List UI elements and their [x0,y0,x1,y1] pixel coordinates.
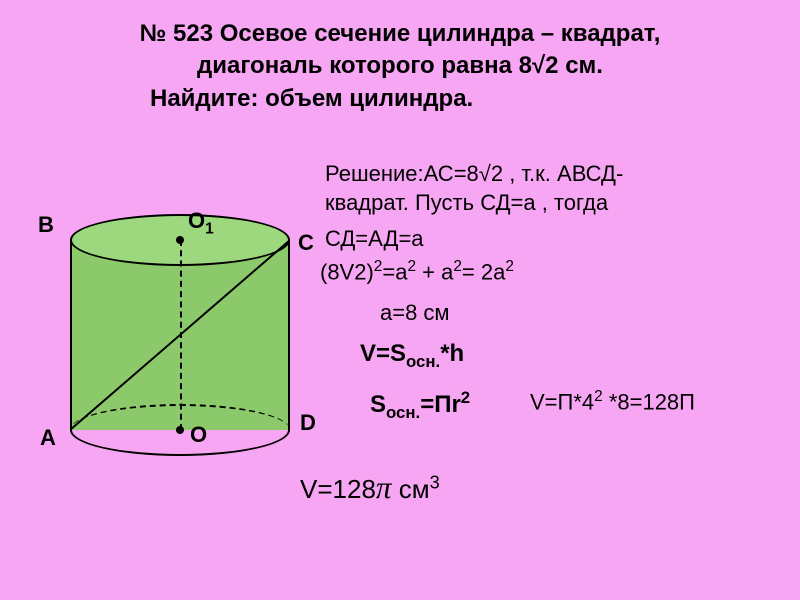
s3-end: = 2а [462,259,505,284]
s8-exp: 3 [430,472,440,492]
diagonal-line [70,240,290,430]
s3-pre: (8V2) [320,259,374,284]
s3-e4: 2 [505,258,514,275]
s5-end: *h [440,340,464,367]
sol-s1b: квадрат. Пусть СД=а , тогда [325,189,780,218]
label-d: D [300,410,316,436]
s5-pre: V=S [360,340,406,367]
s3-e3: 2 [453,258,462,275]
solution-step3: (8V2)2=а2 + а2= 2а2 [320,258,514,285]
solution-step5: V=Sосн.*h [360,340,464,372]
s7-exp: 2 [594,388,603,405]
title-line3: Найдите: объем цилиндра. [150,83,750,115]
solution-step7: V=П*42 *8=128П [530,388,695,415]
solution-step2: СД=АД=а [325,226,424,252]
title-line1: № 523 Осевое сечение цилиндра – квадрат, [50,18,750,50]
s8-mid: см [392,474,430,504]
s6-mid: =Пr [420,391,461,418]
label-o1: O1 [188,208,214,238]
s3-e2: 2 [407,258,416,275]
problem-title: № 523 Осевое сечение цилиндра – квадрат,… [50,18,750,115]
label-o: O [190,422,207,448]
s3-m2: + а [416,259,453,284]
s6-exp: 2 [461,388,470,407]
solution-step1: Решение:АС=8√2 , т.к. АВСД- квадрат. Пус… [325,160,780,217]
s6-pre: S [370,391,386,418]
label-o1-sub: 1 [205,220,214,237]
point-o [176,426,184,434]
s6-sub: осн. [386,403,420,422]
sol-s1a: Решение:АС=8√2 , т.к. АВСД- [325,160,780,189]
label-a: A [40,425,56,451]
s7-pre: V=П*4 [530,389,594,414]
s8-pi: π [376,470,392,505]
label-o1-text: O [188,208,205,233]
title-line2: диагональ которого равна 8√2 см. [50,50,750,82]
solution-step6: Sосн.=Пr2 [370,388,470,423]
s7-end: *8=128П [603,389,695,414]
cylinder-diagram: A B C D O O1 [30,200,320,470]
s8-pre: V=128 [300,474,376,504]
solution-step4: а=8 см [380,300,450,326]
label-c: C [298,230,314,256]
label-b: B [38,212,54,238]
point-o1 [176,236,184,244]
s5-sub: осн. [406,352,440,371]
s3-m1: =а [382,259,407,284]
solution-answer: V=128π см3 [300,470,440,506]
